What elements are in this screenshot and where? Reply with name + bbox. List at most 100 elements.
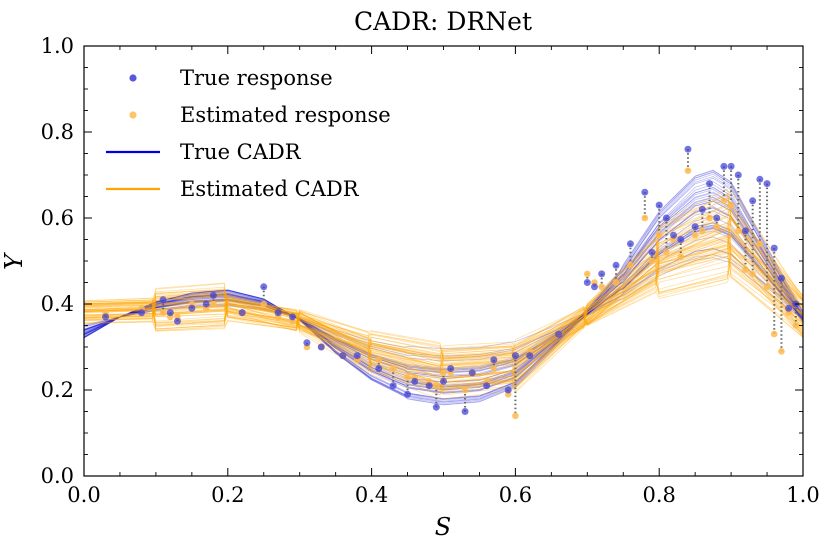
true-response-point (706, 180, 714, 188)
estimated-cadr-curve (84, 238, 803, 370)
chart-title: CADR: DRNet (354, 7, 532, 36)
estimated-response-point (742, 266, 749, 273)
legend-label: Estimated response (180, 103, 391, 127)
estimated-response-point (627, 262, 634, 269)
true-response-point (289, 313, 297, 321)
true-response-point (432, 403, 440, 411)
estimated-cadr-curve (84, 228, 803, 388)
estimated-cadr-curve (84, 255, 803, 362)
legend-label: Estimated CADR (180, 177, 360, 201)
estimated-response-point (756, 240, 764, 248)
estimated-response-point (210, 300, 217, 308)
estimated-response-point (720, 197, 728, 205)
true-cadr-curve (84, 207, 803, 386)
estimated-response-point (375, 356, 383, 364)
estimated-cadr-curve (84, 205, 803, 392)
true-response-point (662, 214, 670, 222)
plot-area (84, 145, 803, 420)
estimated-cadr-curve (84, 240, 803, 371)
estimated-response-point (612, 279, 620, 286)
true-response-point (763, 180, 771, 188)
true-response-point (425, 382, 433, 390)
true-cadr-curve (84, 171, 803, 404)
true-response-point (670, 231, 678, 239)
true-cadr-curve (84, 194, 803, 390)
estimated-response-point (461, 386, 469, 394)
estimated-response-point (792, 322, 800, 329)
true-response-point (353, 352, 361, 360)
axes: 0.0 0.2 0.4 0.6 0.8 1.0 0.0 0.2 0.4 0.6 0.8 1.0 (41, 34, 820, 507)
estimated-cadr-curve (84, 193, 803, 400)
x-tick-label: 0.8 (642, 483, 675, 507)
true-cadr-curve (84, 169, 803, 401)
true-cadr-curve (84, 184, 803, 400)
true-response-point (749, 197, 757, 205)
true-response-point (317, 343, 325, 351)
estimated-cadr-curve (84, 228, 803, 394)
true-response-point (447, 365, 455, 372)
true-cadr-curve (84, 187, 803, 391)
y-tick-label: 0.2 (41, 378, 74, 402)
estimated-response-point (598, 283, 605, 291)
estimated-response-point (734, 227, 742, 235)
true-response-point (404, 390, 412, 398)
true-cadr-curve (84, 196, 803, 391)
true-response-point (411, 377, 419, 385)
x-tick-label: 0.0 (67, 483, 100, 507)
y-tick-label: 0.6 (41, 206, 74, 230)
true-response-point (339, 352, 347, 360)
true-response-point (555, 330, 563, 338)
estimated-cadr-curve (84, 222, 803, 390)
true-cadr-curve (84, 177, 803, 400)
y-tick-label: 1.0 (41, 34, 74, 58)
estimated-cadr-curve (84, 212, 803, 392)
legend-marker (129, 111, 137, 119)
estimated-cadr-curve (84, 263, 803, 360)
estimated-response-point (655, 231, 663, 239)
estimated-cadr-curve (84, 229, 803, 375)
true-response-point (641, 188, 649, 196)
estimated-cadr-curve (84, 209, 803, 394)
estimated-response-point (490, 365, 498, 372)
true-response-point (202, 300, 210, 308)
true-response-point (698, 205, 706, 213)
true-response-point (770, 244, 778, 252)
true-response-point (461, 408, 469, 415)
estimated-cadr-curve (84, 216, 803, 387)
y-axis-label: Y (0, 252, 28, 270)
x-tick-label: 0.6 (499, 483, 532, 507)
legend-label: True CADR (180, 140, 302, 164)
estimated-cadr-curve (84, 246, 803, 359)
true-response-point (375, 365, 383, 372)
true-cadr-curve (84, 206, 803, 388)
plot-content (84, 145, 803, 420)
estimated-cadr-curve (84, 234, 803, 372)
true-cadr-curve (84, 171, 803, 403)
legend-label: True response (180, 66, 333, 90)
estimated-cadr-curve (84, 245, 803, 367)
estimated-response-point (706, 214, 713, 222)
true-response-point (440, 377, 447, 385)
legend-item: Estimated response (129, 103, 391, 127)
true-response-point (188, 304, 196, 312)
estimated-response-point (433, 382, 440, 390)
estimated-response-point (713, 223, 721, 230)
true-response-point (734, 171, 742, 179)
true-response-point (727, 162, 735, 170)
estimated-cadr-curve (84, 261, 803, 359)
true-response-point (655, 201, 663, 209)
true-cadr-curve (84, 170, 803, 402)
true-response-point (468, 369, 476, 377)
true-cadr-curve (84, 198, 803, 388)
estimated-cadr-curve (84, 270, 803, 364)
true-response-point (138, 309, 146, 317)
estimated-cadr-curve (84, 245, 803, 373)
x-tick-label: 0.4 (355, 483, 388, 507)
estimated-cadr-curve (84, 218, 803, 372)
estimated-response-point (512, 412, 519, 420)
estimated-response-point (699, 227, 706, 235)
estimated-cadr-curve (84, 234, 803, 363)
true-response-point (526, 352, 534, 360)
true-response-point (777, 274, 785, 282)
